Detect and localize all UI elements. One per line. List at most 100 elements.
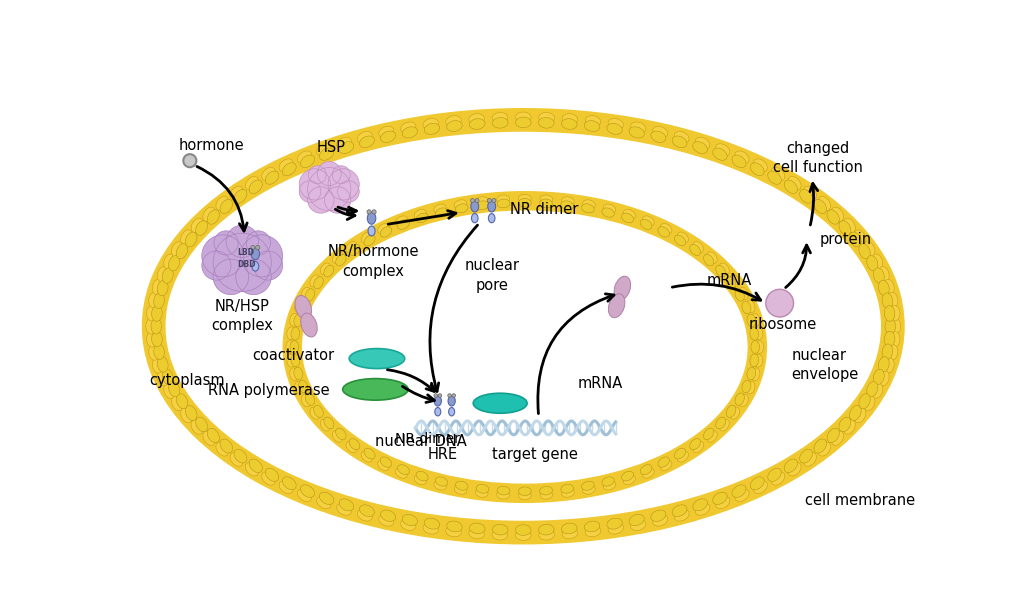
Ellipse shape — [400, 519, 416, 530]
Ellipse shape — [871, 254, 883, 270]
Ellipse shape — [333, 430, 343, 442]
Ellipse shape — [713, 148, 727, 160]
Ellipse shape — [640, 219, 652, 230]
Ellipse shape — [695, 503, 710, 515]
Ellipse shape — [739, 394, 749, 407]
Ellipse shape — [745, 300, 755, 313]
Ellipse shape — [364, 448, 375, 459]
Ellipse shape — [818, 442, 830, 456]
Ellipse shape — [804, 186, 816, 200]
Ellipse shape — [230, 186, 243, 200]
Ellipse shape — [651, 510, 666, 521]
Ellipse shape — [297, 489, 311, 502]
Ellipse shape — [154, 293, 165, 308]
Ellipse shape — [642, 468, 654, 478]
Circle shape — [372, 210, 376, 214]
Ellipse shape — [716, 265, 726, 277]
Ellipse shape — [207, 210, 219, 224]
Ellipse shape — [750, 327, 759, 340]
Ellipse shape — [379, 515, 394, 526]
Ellipse shape — [220, 439, 232, 453]
Ellipse shape — [158, 357, 168, 372]
Ellipse shape — [339, 499, 353, 511]
Ellipse shape — [879, 266, 889, 282]
Ellipse shape — [434, 481, 446, 490]
Ellipse shape — [434, 204, 446, 213]
Ellipse shape — [831, 431, 844, 445]
Ellipse shape — [742, 301, 751, 314]
Ellipse shape — [879, 357, 889, 372]
Ellipse shape — [395, 468, 408, 478]
Ellipse shape — [435, 408, 440, 416]
Ellipse shape — [302, 211, 748, 484]
Ellipse shape — [585, 120, 600, 131]
Ellipse shape — [716, 417, 726, 429]
Ellipse shape — [884, 279, 894, 295]
Ellipse shape — [814, 200, 826, 214]
Ellipse shape — [395, 216, 408, 226]
Ellipse shape — [475, 489, 488, 497]
Text: cytoplasm: cytoplasm — [150, 373, 224, 387]
Ellipse shape — [515, 117, 531, 128]
Ellipse shape — [726, 405, 736, 418]
Ellipse shape — [262, 472, 275, 485]
Ellipse shape — [859, 394, 870, 409]
Ellipse shape — [297, 151, 311, 163]
Ellipse shape — [754, 327, 763, 340]
Ellipse shape — [751, 477, 764, 490]
Circle shape — [332, 166, 350, 184]
Ellipse shape — [357, 131, 373, 143]
Ellipse shape — [716, 497, 730, 509]
Ellipse shape — [739, 287, 749, 300]
Ellipse shape — [754, 159, 767, 172]
Ellipse shape — [539, 112, 554, 123]
Ellipse shape — [294, 314, 303, 327]
Ellipse shape — [800, 189, 812, 203]
Circle shape — [434, 394, 437, 397]
Ellipse shape — [305, 393, 314, 405]
Ellipse shape — [629, 127, 644, 138]
Ellipse shape — [299, 380, 307, 393]
Circle shape — [299, 181, 321, 203]
Ellipse shape — [191, 219, 203, 233]
Ellipse shape — [456, 481, 468, 490]
Ellipse shape — [265, 171, 279, 184]
Ellipse shape — [196, 220, 208, 235]
Ellipse shape — [726, 277, 736, 289]
Ellipse shape — [324, 417, 334, 429]
Ellipse shape — [146, 332, 157, 347]
Ellipse shape — [473, 393, 527, 413]
Ellipse shape — [885, 331, 895, 347]
Ellipse shape — [203, 207, 215, 222]
Ellipse shape — [262, 168, 275, 181]
Ellipse shape — [476, 484, 488, 493]
Ellipse shape — [863, 395, 874, 411]
Ellipse shape — [607, 123, 623, 134]
Circle shape — [213, 259, 249, 295]
Ellipse shape — [658, 457, 670, 467]
Ellipse shape — [321, 263, 331, 275]
Ellipse shape — [445, 115, 461, 126]
Ellipse shape — [518, 194, 531, 203]
Ellipse shape — [814, 439, 826, 453]
Ellipse shape — [693, 241, 703, 252]
Ellipse shape — [640, 465, 652, 475]
Ellipse shape — [488, 214, 495, 223]
Ellipse shape — [252, 262, 259, 271]
Ellipse shape — [339, 142, 353, 154]
Ellipse shape — [866, 255, 878, 271]
Ellipse shape — [586, 115, 601, 126]
Ellipse shape — [153, 357, 163, 373]
Ellipse shape — [469, 114, 484, 124]
Ellipse shape — [850, 406, 861, 421]
Ellipse shape — [539, 524, 554, 535]
Ellipse shape — [349, 244, 359, 255]
Ellipse shape — [176, 394, 187, 409]
Ellipse shape — [349, 349, 404, 368]
Ellipse shape — [246, 176, 259, 190]
Ellipse shape — [854, 230, 866, 245]
Ellipse shape — [850, 232, 861, 247]
Ellipse shape — [582, 204, 594, 213]
Ellipse shape — [882, 293, 893, 308]
Ellipse shape — [310, 407, 319, 419]
